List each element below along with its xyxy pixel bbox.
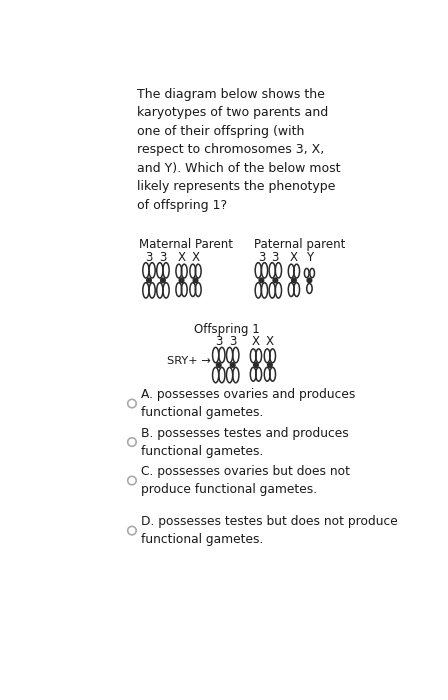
Circle shape: [230, 363, 235, 368]
Text: 3: 3: [145, 251, 153, 264]
Circle shape: [146, 278, 151, 283]
Circle shape: [254, 363, 258, 368]
Circle shape: [179, 278, 184, 283]
Text: B. possesses testes and produces
functional gametes.: B. possesses testes and produces functio…: [141, 426, 349, 458]
Circle shape: [292, 278, 296, 283]
Text: X: X: [177, 251, 185, 264]
Circle shape: [216, 363, 221, 368]
Text: Paternal parent: Paternal parent: [254, 238, 345, 251]
Circle shape: [161, 278, 165, 283]
Text: A. possesses ovaries and produces
functional gametes.: A. possesses ovaries and produces functi…: [141, 388, 356, 419]
Circle shape: [267, 363, 272, 368]
Text: 3: 3: [215, 335, 223, 348]
Text: X: X: [252, 335, 260, 348]
Text: SRY+ →: SRY+ →: [167, 356, 211, 366]
Text: 3: 3: [258, 251, 265, 264]
Text: Maternal Parent: Maternal Parent: [139, 238, 233, 251]
Circle shape: [273, 278, 278, 283]
Circle shape: [259, 278, 264, 283]
Text: 3: 3: [271, 251, 279, 264]
Text: Y: Y: [306, 251, 313, 264]
Text: 3: 3: [159, 251, 167, 264]
Text: 3: 3: [229, 335, 237, 348]
Text: C. possesses ovaries but does not
produce functional gametes.: C. possesses ovaries but does not produc…: [141, 465, 350, 496]
Text: X: X: [191, 251, 199, 264]
Text: X: X: [266, 335, 274, 348]
Circle shape: [307, 278, 312, 283]
Text: X: X: [290, 251, 298, 264]
Text: D. possesses testes but does not produce
functional gametes.: D. possesses testes but does not produce…: [141, 515, 398, 546]
Circle shape: [193, 278, 198, 283]
Text: Offspring 1: Offspring 1: [194, 323, 259, 336]
Text: The diagram below shows the
karyotypes of two parents and
one of their offspring: The diagram below shows the karyotypes o…: [138, 88, 341, 212]
